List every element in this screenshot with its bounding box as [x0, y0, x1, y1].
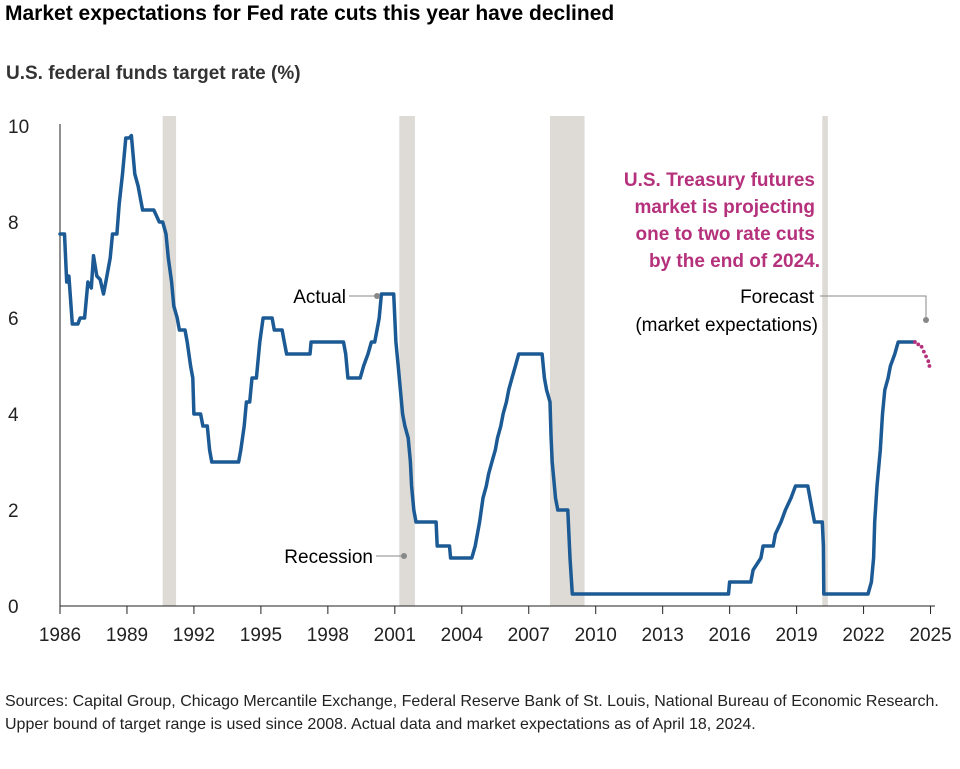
forecast-label-line1: Forecast — [740, 287, 815, 308]
x-tick-label: 2013 — [642, 625, 684, 646]
callout-line-2: market is projecting — [634, 197, 815, 218]
recession-leader-dot — [401, 553, 407, 559]
x-tick-label: 1989 — [106, 625, 148, 646]
recession-band — [162, 116, 177, 606]
chart-title: Market expectations for Fed rate cuts th… — [5, 2, 615, 25]
x-tick-label: 1992 — [173, 625, 215, 646]
y-axis-label: U.S. federal funds target rate (%) — [6, 63, 301, 84]
x-tick-label: 2022 — [842, 625, 884, 646]
series-actual-line — [58, 133, 917, 596]
y-tick-label: 10 — [8, 117, 29, 138]
actual-label: Actual — [293, 287, 346, 308]
y-tick-label: 4 — [8, 405, 19, 426]
x-tick-label: 2019 — [775, 625, 817, 646]
callout-line-4: by the end of 2024. — [649, 251, 820, 272]
x-tick-label: 2010 — [575, 625, 617, 646]
recession-label: Recession — [284, 547, 373, 568]
annotations: Actual Recession Forecast (market expect… — [284, 170, 929, 568]
forecast-point — [927, 364, 932, 368]
actual-leader-dot — [374, 293, 380, 299]
recession-band — [822, 116, 828, 606]
x-tick-label: 1986 — [39, 625, 81, 646]
callout-line-3: one to two rate cuts — [636, 224, 815, 245]
fed-funds-chart: 0 2 4 6 8 10 1986 1989 1992 1995 1998 2001 2004 2007 2… — [8, 116, 952, 646]
forecast-point — [916, 342, 921, 347]
forecast-point — [919, 344, 924, 349]
x-tick-label: 1998 — [307, 625, 349, 646]
forecast-point — [926, 359, 931, 364]
x-tick-label: 1995 — [240, 625, 282, 646]
y-tick-label: 8 — [8, 213, 19, 234]
y-tick-label: 6 — [8, 309, 19, 330]
forecast-point — [924, 354, 928, 359]
x-tick-label: 2001 — [374, 625, 416, 646]
axes: 0 2 4 6 8 10 1986 1989 1992 1995 1998 2001 2004 2007 2… — [8, 117, 952, 646]
forecast-leader-dot — [923, 317, 929, 323]
x-tick-label: 2007 — [508, 625, 550, 646]
y-tick-label: 2 — [8, 501, 19, 522]
forecast-point — [921, 349, 926, 354]
recession-band — [399, 116, 415, 606]
source-note: Sources: Capital Group, Chicago Mercanti… — [5, 693, 939, 733]
x-tick-label: 2025 — [909, 625, 951, 646]
series-group — [58, 133, 932, 596]
y-tick-label: 0 — [8, 597, 19, 618]
x-tick-label: 2004 — [441, 625, 484, 646]
forecast-label-line2: (market expectations) — [635, 315, 818, 336]
callout-line-1: U.S. Treasury futures — [624, 170, 815, 191]
x-tick-label: 2016 — [709, 625, 751, 646]
forecast-leader-line — [820, 295, 927, 318]
forecast-point — [913, 340, 917, 344]
